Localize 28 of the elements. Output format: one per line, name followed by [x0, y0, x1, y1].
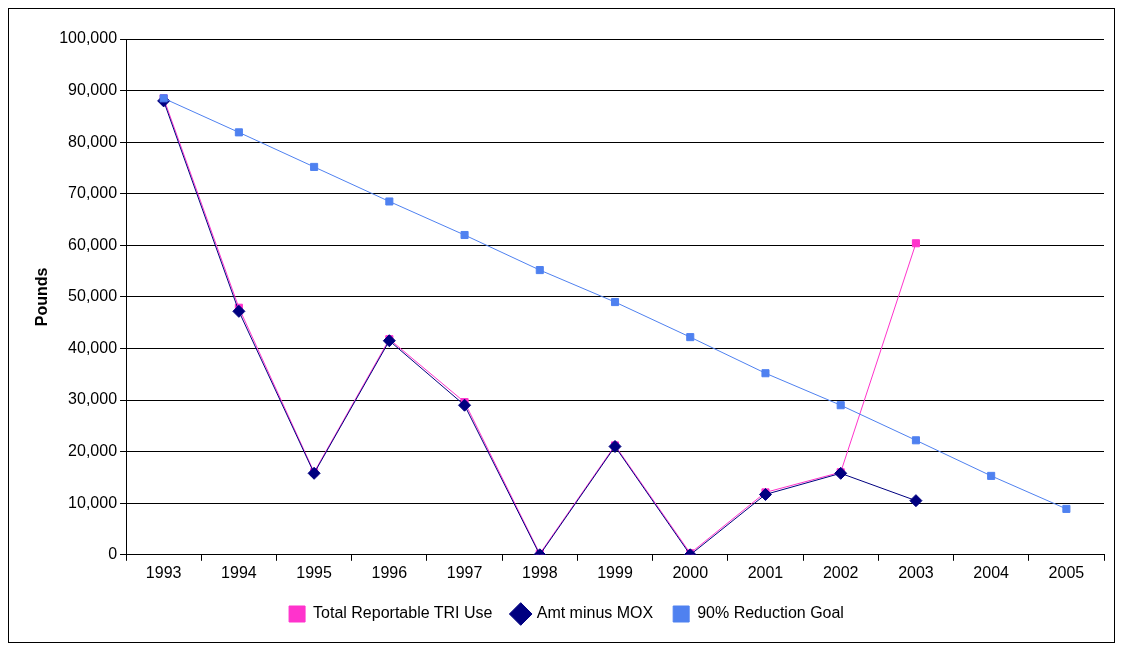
x-tick-label: 2004 [973, 563, 1010, 581]
x-tick-label: 2001 [747, 563, 784, 581]
y-tick-label: 70,000 [68, 184, 118, 202]
x-tick-label: 2003 [898, 563, 934, 581]
legend-label: Total Reportable TRI Use [313, 604, 493, 622]
x-tick-label: 1995 [296, 563, 332, 581]
y-tick-label: 20,000 [68, 442, 118, 460]
y-tick-label: 80,000 [68, 132, 118, 150]
x-tick-label: 1998 [521, 563, 558, 581]
y-tick-label: 30,000 [68, 390, 118, 408]
x-tick-label: 1996 [371, 563, 408, 581]
y-tick-label: 60,000 [68, 235, 118, 253]
y-tick-label: 40,000 [68, 338, 118, 356]
x-tick-label: 1994 [221, 563, 257, 581]
legend-label: Amt minus MOX [536, 604, 654, 622]
y-axis-title: Pounds [33, 267, 51, 327]
x-tick-label: 1993 [145, 563, 182, 581]
y-tick-label: 100,000 [59, 29, 118, 47]
x-tick-label: 2000 [672, 563, 709, 581]
y-tick-label: 50,000 [68, 287, 118, 305]
x-tick-label: 1999 [597, 563, 633, 581]
x-tick-label: 2005 [1048, 563, 1085, 581]
y-tick-label: 10,000 [68, 493, 118, 511]
x-tick-label: 1997 [446, 563, 483, 581]
y-tick-label: 0 [108, 545, 118, 563]
x-tick-label: 2002 [822, 563, 859, 581]
legend-label: 90% Reduction Goal [697, 604, 844, 622]
y-tick-label: 90,000 [68, 80, 118, 98]
